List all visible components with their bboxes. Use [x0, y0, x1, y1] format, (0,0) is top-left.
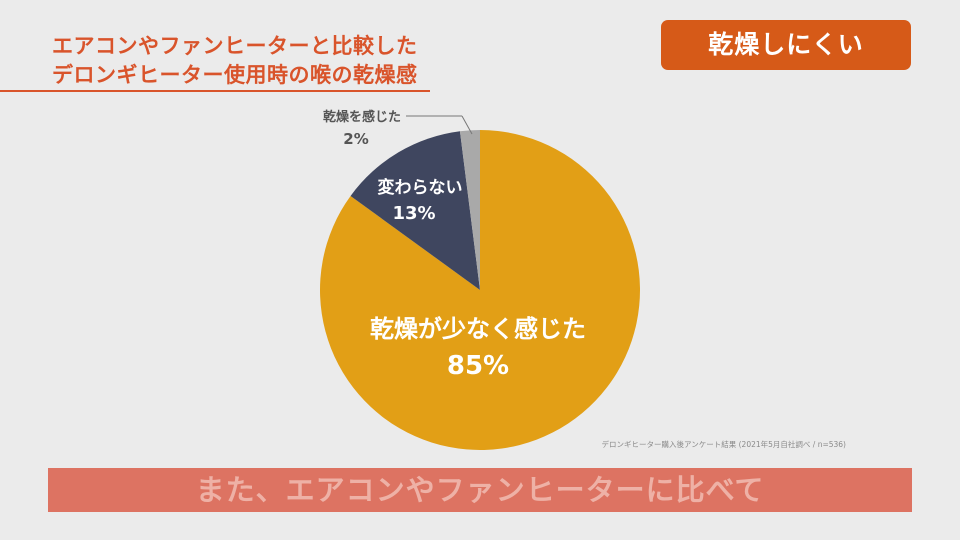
source-note: デロンギヒーター購入後アンケート結果 (2021年5月自社調べ / n=536) [601, 440, 846, 449]
slice-label-minor: 乾燥を感じた [323, 109, 401, 125]
slice-label-major: 乾燥が少なく感じた [370, 315, 586, 343]
chart-title-line-1: エアコンやファンヒーターと比較した [52, 34, 418, 58]
caption-banner: また、エアコンやファンヒーターに比べて [48, 468, 912, 512]
chart-title-line-2: デロンギヒーター使用時の喉の乾燥感 [52, 63, 418, 87]
slice-value-mid: 13% [392, 203, 435, 224]
pie-slice-mid [350, 131, 480, 290]
title-underline [0, 90, 430, 92]
pie-slice-minor [459, 130, 480, 290]
pie-slice-major [320, 130, 640, 450]
chart-title: エアコンやファンヒーターと比較した デロンギヒーター使用時の喉の乾燥感 [52, 32, 418, 90]
slice-label-mid: 変わらない [378, 177, 463, 198]
slice-value-minor: 2% [343, 130, 368, 148]
slice-value-major: 85% [447, 351, 509, 381]
callout-leader-line-diagonal [461, 115, 473, 135]
dryness-badge: 乾燥しにくい [661, 20, 911, 70]
